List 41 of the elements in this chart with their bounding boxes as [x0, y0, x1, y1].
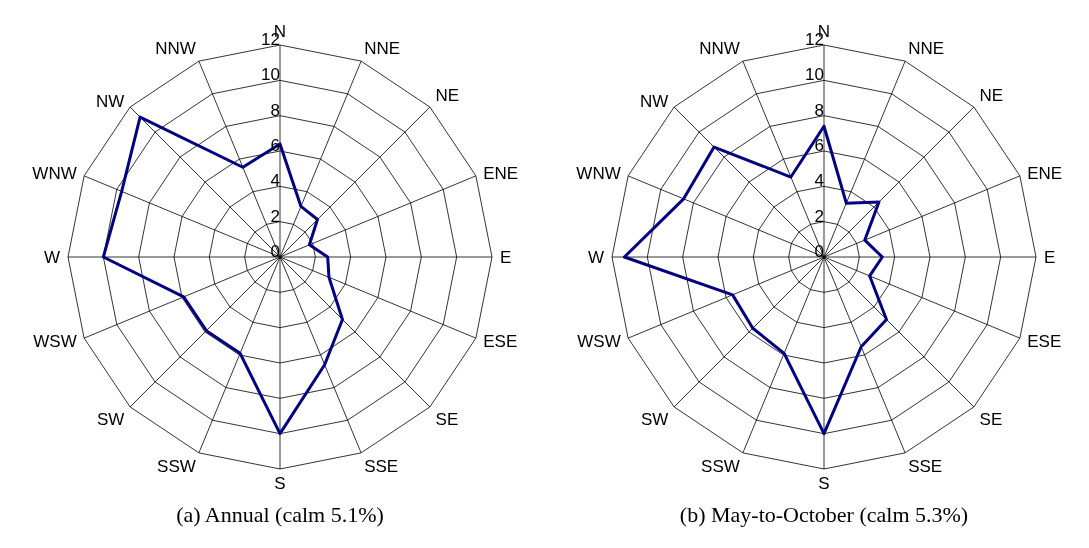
y-tick-label: 2	[814, 206, 824, 226]
spoke-label: NNW	[699, 38, 740, 58]
y-tick-label: 8	[270, 100, 280, 120]
spoke-label: S	[818, 474, 830, 494]
spoke-label: NW	[640, 92, 669, 112]
spoke-label: NNW	[155, 38, 196, 58]
spoke-label: S	[274, 474, 286, 494]
spoke-label: E	[500, 248, 512, 268]
spoke-label: NNE	[908, 38, 945, 58]
spoke-label: SW	[641, 409, 669, 429]
spoke-label: SSW	[701, 457, 740, 477]
spoke-label: ESE	[483, 332, 518, 352]
spoke-label: WSW	[577, 332, 621, 352]
spoke-label: SSE	[364, 457, 399, 477]
spoke-label: ESE	[1027, 332, 1062, 352]
spoke-label: WNW	[576, 163, 621, 183]
spoke-label: SE	[435, 409, 459, 429]
y-tick-label: 10	[805, 65, 824, 85]
spoke-label: SE	[979, 409, 1003, 429]
text: (b) May-to-October (calm 5.3%)	[678, 502, 970, 528]
spoke-label: E	[1044, 248, 1056, 268]
y-tick-label: 4	[270, 171, 280, 191]
y-tick-label: 8	[814, 100, 824, 120]
spoke-label: SW	[97, 409, 125, 429]
y-tick-label: 10	[261, 65, 280, 85]
spoke-label: WNW	[32, 163, 77, 183]
y-tick-label: 2	[270, 206, 280, 226]
spoke-label: W	[587, 248, 604, 268]
y-tick-label: 4	[814, 171, 824, 191]
spoke-label: W	[43, 248, 60, 268]
y-tick-label: 6	[814, 136, 824, 155]
text: (a) Annual (calm 5.1%)	[175, 502, 385, 528]
spoke-label: NE	[979, 86, 1004, 106]
spoke-label: SSE	[908, 457, 943, 477]
spoke-label: ENE	[483, 163, 519, 183]
spoke-label: WSW	[33, 332, 77, 352]
spoke-label: NE	[435, 86, 460, 106]
spoke-label: SSW	[157, 457, 196, 477]
spoke-label: NW	[96, 92, 125, 112]
spoke-label: NNE	[364, 38, 401, 58]
spoke-label: ENE	[1027, 163, 1063, 183]
